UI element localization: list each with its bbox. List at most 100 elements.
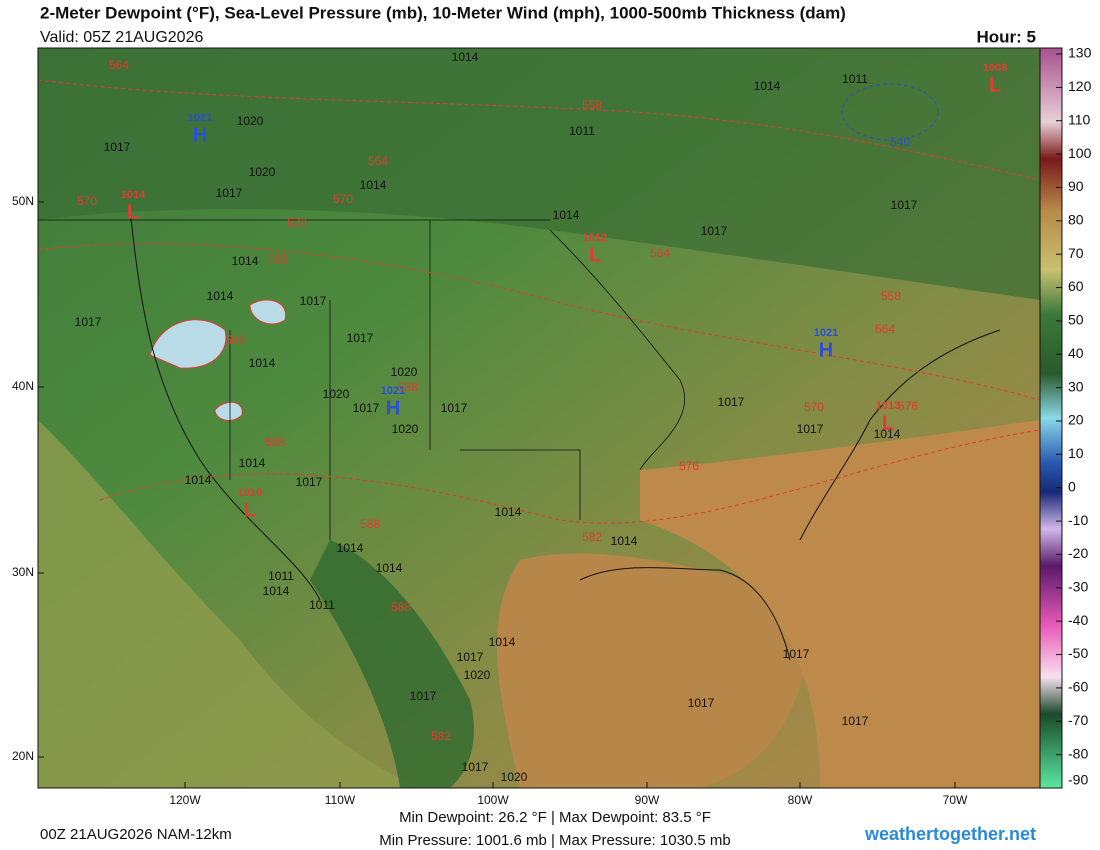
pressure-center-value: 1010	[238, 487, 262, 499]
canada-region	[38, 48, 1040, 300]
longitude-label: 120W	[169, 793, 201, 807]
colorbar-label: -40	[1068, 612, 1088, 628]
isobar-label: 1014	[263, 584, 290, 598]
colorbar-label: -30	[1068, 579, 1088, 595]
colorbar-label: 20	[1068, 412, 1084, 428]
isobar-label: 1014	[337, 541, 364, 555]
isobar-label: 1017	[842, 714, 869, 728]
thickness-contour	[37, 243, 1041, 401]
thickness-label: 570	[804, 400, 824, 414]
isobar-label: 1014	[452, 50, 479, 64]
pressure-center-value: 1008	[983, 62, 1007, 74]
thickness-label: 588	[360, 517, 380, 531]
isobar-label: 1017	[457, 650, 484, 664]
thickness-label: 582	[582, 530, 602, 544]
colorbar-label: -70	[1068, 712, 1088, 728]
title: 2-Meter Dewpoint (°F), Sea-Level Pressur…	[40, 3, 846, 22]
colorbar-label: 50	[1068, 312, 1084, 328]
isobar-label: 1017	[104, 140, 131, 154]
colorbar-label: 90	[1068, 178, 1084, 194]
isobar-label: 1017	[296, 475, 323, 489]
pressure-center-value: 1014	[121, 189, 146, 201]
longitude-label: 100W	[477, 793, 509, 807]
dewpoint-range: Min Dewpoint: 26.2 °F | Max Dewpoint: 83…	[399, 809, 711, 826]
isobar-label: 1011	[309, 598, 335, 612]
dry-patch	[214, 401, 243, 421]
thickness-label: 588	[398, 380, 418, 394]
isobar-label: 1017	[441, 401, 468, 415]
pressure-center-letter: L	[244, 499, 256, 521]
isobar-label: 1014	[185, 473, 212, 487]
low-contour	[841, 83, 939, 141]
pressure-center-letter: L	[127, 201, 139, 223]
pressure-center-value: 1012	[583, 232, 607, 244]
isobar-label: 1014	[553, 208, 580, 222]
mexico-highlands	[310, 540, 474, 788]
thickness-label: 564	[875, 322, 895, 336]
thickness-label: 564	[368, 154, 388, 168]
isobar-label: 1017	[300, 294, 327, 308]
borders	[38, 219, 686, 540]
pacific-region	[38, 420, 420, 788]
isobar-label: 1020	[464, 668, 491, 682]
thickness-label: 564	[109, 58, 129, 72]
thickness-label: 582	[268, 252, 288, 266]
pressure-center-letter: L	[882, 412, 894, 434]
colorbar-label: 30	[1068, 378, 1084, 394]
isobar-label: 1017	[410, 689, 437, 703]
pressure-center-letter: L	[989, 74, 1001, 96]
longitude-label: 90W	[635, 793, 660, 807]
isobar-label: 1014	[376, 561, 403, 575]
isobar-label: 1017	[216, 186, 243, 200]
colorbar-label: -90	[1068, 772, 1088, 788]
isobar-label: 1014	[611, 534, 638, 548]
isobar-label: 1014	[495, 505, 522, 519]
isobar-label: 1017	[891, 198, 918, 212]
atlantic-region	[640, 420, 1040, 788]
longitude-label: 110W	[325, 793, 356, 807]
site-link[interactable]: weathertogether.net	[864, 824, 1036, 844]
pressure-center-value: 1021	[814, 327, 838, 339]
isobar-label: 1020	[391, 365, 418, 379]
colorbar-label: 100	[1068, 145, 1092, 161]
thickness-contour	[99, 429, 1041, 524]
isobar-label: 1020	[323, 387, 350, 401]
isobar-label: 1017	[688, 696, 715, 710]
thickness-label: 558	[881, 289, 901, 303]
isobar-label: 1011	[268, 569, 294, 583]
thickness-label: 564	[650, 246, 670, 260]
longitude-label: 80W	[788, 793, 813, 807]
isobar-label: 1020	[249, 165, 276, 179]
map	[37, 47, 1041, 789]
colorbar-label: 70	[1068, 245, 1084, 261]
colorbar-label: 10	[1068, 445, 1084, 461]
thickness-label: 570	[77, 194, 97, 208]
thickness-label: 576	[287, 216, 307, 230]
latitude-label: 30N	[12, 565, 34, 579]
isobar-label: 1017	[347, 331, 374, 345]
latitude-label: 50N	[12, 194, 34, 208]
colorbar-label: -50	[1068, 645, 1088, 661]
thickness-contour	[37, 79, 1041, 181]
coastlines	[129, 209, 1001, 661]
thickness-label: 540	[890, 135, 910, 149]
colorbar-label: 130	[1068, 45, 1092, 61]
isobar-label: 1014	[754, 79, 781, 93]
isobar-label: 1014	[360, 178, 387, 192]
valid-time: Valid: 05Z 21AUG2026	[40, 29, 203, 46]
thickness-label: 588	[225, 333, 245, 347]
isobar-label: 1014	[874, 427, 901, 441]
isobar-label: 1014	[239, 456, 266, 470]
isobar-label: 1017	[718, 395, 745, 409]
latitude-label: 20N	[12, 749, 34, 763]
colorbar-label: 110	[1068, 111, 1091, 127]
isobar-label: 1017	[353, 401, 380, 415]
gulf-region	[496, 553, 807, 788]
colorbar-label: 80	[1068, 212, 1084, 228]
isobar-label: 1014	[249, 356, 276, 370]
colorbar	[1039, 47, 1063, 789]
thickness-label: 588	[265, 435, 285, 449]
colorbar-label: -10	[1068, 512, 1088, 528]
pressure-center-value: 1021	[188, 112, 212, 124]
